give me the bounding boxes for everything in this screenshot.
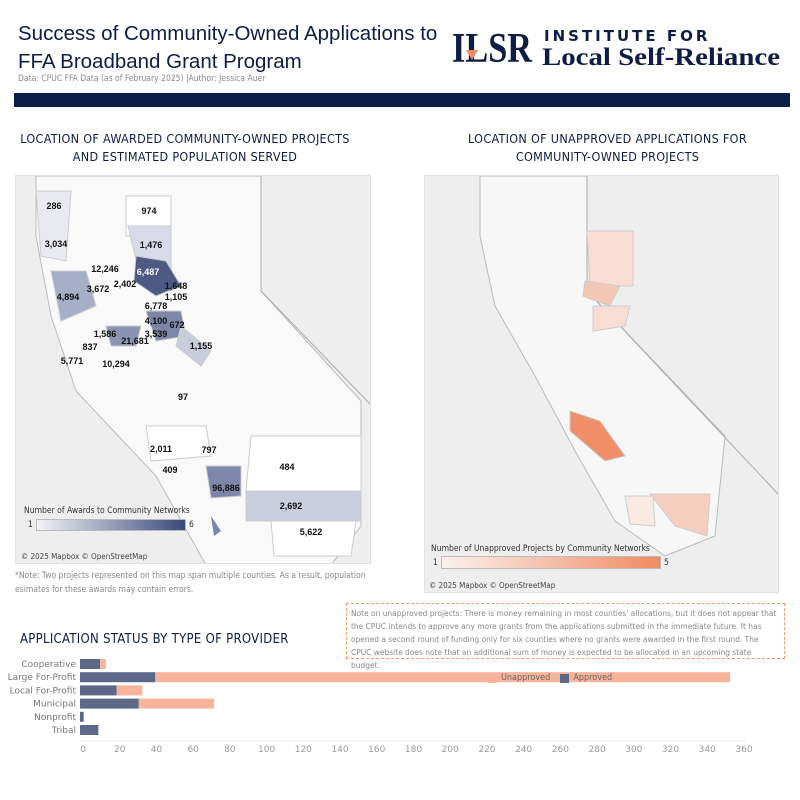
awarded-legend-min: 1 (28, 520, 33, 530)
map-label: 1,648 (164, 281, 188, 291)
bar-unapproved[interactable] (138, 698, 215, 709)
x-tick-label: 160 (368, 745, 385, 755)
bar-chart-title: APPLICATION STATUS BY TYPE OF PROVIDER (20, 632, 289, 647)
unapproved-legend-max: 5 (664, 558, 669, 568)
page-title: Success of Community-Owned Applications … (18, 22, 438, 73)
unapproved-note-box: Note on unapproved projects: There is mo… (346, 603, 785, 670)
map-label: 5,622 (299, 527, 323, 537)
x-tick-label: 0 (80, 745, 86, 755)
unapproved-map-title: LOCATION OF UNAPPROVED APPLICATIONS FOR … (468, 131, 747, 164)
unapproved-legend-title: Number of Unapproved Projects by Communi… (431, 544, 650, 554)
x-tick-label: 140 (331, 745, 348, 755)
x-tick-label: 280 (589, 745, 606, 755)
map-label: 3,672 (86, 284, 110, 294)
map-label: 1,476 (139, 240, 163, 250)
svg-text:INSTITUTE FOR: INSTITUTE FOR (544, 27, 710, 45)
awarded-map-title: LOCATION OF AWARDED COMMUNITY-OWNED PROJ… (20, 131, 350, 164)
map-label: 10,294 (102, 359, 130, 369)
legend-swatch-unapproved (488, 673, 497, 683)
x-tick-label: 40 (151, 745, 163, 755)
awarded-map-note: *Note: Two projects represented on this … (15, 571, 366, 595)
map-label: 286 (46, 201, 62, 211)
bar-legend: Unapproved Approved (488, 673, 612, 683)
bar-approved[interactable] (80, 711, 84, 722)
map-label: 3,034 (44, 239, 68, 249)
map-label: 1,586 (93, 329, 117, 339)
x-tick-label: 180 (405, 745, 422, 755)
map-label: 4,100 (144, 316, 168, 326)
awarded-legend-max: 6 (189, 520, 194, 530)
bar-approved[interactable] (80, 698, 139, 709)
map-label: 974 (141, 206, 157, 216)
x-tick-label: 340 (699, 745, 716, 755)
category-label: Tribal (51, 726, 76, 736)
category-label: Municipal (33, 700, 76, 710)
x-tick-label: 60 (187, 745, 199, 755)
bar-chart: Cooperative Large For-Profit Local For-Pro… (8, 659, 753, 755)
x-tick-label: 260 (552, 745, 569, 755)
x-tick-label: 200 (442, 745, 459, 755)
bar-approved[interactable] (80, 725, 99, 735)
x-tick-label: 320 (662, 745, 679, 755)
category-label: Cooperative (21, 660, 76, 670)
legend-approved: Approved (573, 673, 613, 683)
map-label: 484 (279, 462, 295, 472)
map-label: 2,402 (113, 279, 137, 289)
bar-unapproved[interactable] (155, 672, 730, 683)
map-label: 2,011 (149, 444, 173, 454)
x-tick-label: 20 (114, 745, 126, 755)
category-label: Local For-Profit (10, 686, 77, 696)
map-label: 1,155 (189, 341, 213, 351)
svg-text:ILSR: ILSR (452, 26, 533, 68)
awarded-legend-title: Number of Awards to Community Networks (24, 506, 190, 516)
bar-approved[interactable] (80, 659, 101, 669)
map-credit: © 2025 Mapbox © OpenStreetMap (21, 552, 148, 561)
map-label: 12,246 (91, 264, 119, 274)
page-subtitle: Data: CPUC FFA Data (as of February 2025… (18, 74, 266, 84)
map-label: 6,487 (136, 267, 160, 277)
x-tick-label: 300 (625, 745, 642, 755)
bar-unapproved[interactable] (116, 685, 143, 696)
map-label: 672 (169, 320, 185, 330)
unapproved-map[interactable]: Number of Unapproved Projects by Communi… (424, 175, 779, 593)
x-tick-label: 220 (478, 745, 495, 755)
map-label: 97 (177, 392, 189, 402)
ilsr-logo: ILSR INSTITUTE FOR Local Self-Reliance (452, 26, 780, 68)
map-label: 409 (162, 465, 178, 475)
map-label: 5,771 (60, 356, 84, 366)
map-label: 6,778 (144, 301, 168, 311)
header-band (14, 93, 790, 107)
svg-text:Local Self-Reliance: Local Self-Reliance (542, 44, 780, 68)
map-credit: © 2025 Mapbox © OpenStreetMap (429, 581, 556, 590)
bar-unapproved[interactable] (100, 659, 106, 669)
map-label: 837 (82, 342, 98, 352)
unapproved-legend-gradient (441, 556, 661, 569)
unapproved-legend-min: 1 (433, 558, 438, 568)
legend-swatch-approved (560, 673, 570, 683)
category-label: Large For-Profit (8, 673, 77, 683)
x-tick-label: 120 (295, 745, 312, 755)
map-label: 21,681 (121, 336, 149, 346)
map-label: 3,539 (144, 329, 168, 339)
map-label: 4,894 (56, 292, 80, 302)
x-tick-label: 100 (258, 745, 275, 755)
map-label: 1,105 (164, 292, 188, 302)
map-label: 96,886 (212, 483, 240, 493)
x-tick-label: 360 (735, 745, 752, 755)
x-tick-label: 240 (515, 745, 532, 755)
awarded-map[interactable]: 286 974 3,034 1,476 12,246 6,487 3,672 2… (15, 175, 371, 564)
awarded-legend-gradient (36, 519, 186, 531)
category-label: Nonprofit (34, 713, 76, 723)
map-label: 2,692 (279, 501, 303, 511)
x-tick-label: 80 (224, 745, 236, 755)
legend-unapproved: Unapproved (501, 673, 551, 683)
bar-approved[interactable] (80, 685, 117, 696)
bar-approved[interactable] (80, 672, 156, 683)
map-label: 797 (201, 445, 217, 455)
